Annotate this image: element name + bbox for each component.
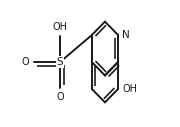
Text: OH: OH <box>53 22 68 32</box>
Text: O: O <box>22 57 30 67</box>
Text: OH: OH <box>123 84 138 94</box>
Text: N: N <box>122 30 130 40</box>
Text: O: O <box>56 92 64 102</box>
Text: S: S <box>57 57 63 67</box>
